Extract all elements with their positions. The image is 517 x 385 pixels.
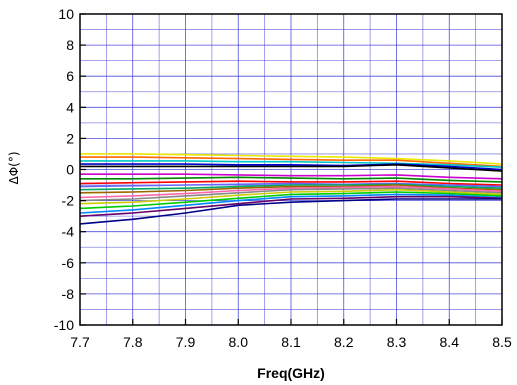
series-line-11 <box>79 184 503 194</box>
x-tick-label: 7.9 <box>176 334 196 350</box>
grid-lines <box>79 13 503 326</box>
y-tick-label: -8 <box>62 286 75 302</box>
series-line-6 <box>80 173 503 180</box>
x-tick-label: 8.3 <box>387 334 407 350</box>
y-tick-label: -10 <box>54 317 74 333</box>
x-axis-title: Freq(GHz) <box>257 365 325 381</box>
y-tick-label: 6 <box>66 68 74 84</box>
series-line-3 <box>80 160 503 168</box>
y-tick-label: 2 <box>66 130 74 146</box>
y-tick-label: 10 <box>58 6 74 22</box>
x-tick-label: 8.1 <box>281 334 301 350</box>
y-tick-label: 8 <box>66 37 74 53</box>
series-line-14 <box>79 188 503 205</box>
axis-ticks <box>79 13 503 326</box>
series-line-1 <box>80 153 503 165</box>
series-line-13 <box>79 187 503 202</box>
series-line-8 <box>79 180 503 186</box>
y-tick-label: -6 <box>62 255 75 271</box>
series-line-12 <box>79 185 503 199</box>
x-tick-label: 8.5 <box>492 334 512 350</box>
series-line-16 <box>79 193 503 214</box>
series-line-7 <box>80 176 503 183</box>
y-tick-label: -2 <box>62 193 75 209</box>
x-tick-label: 8.2 <box>334 334 354 350</box>
x-tick-label: 7.7 <box>70 334 90 350</box>
y-tick-labels: -10 -8 -6 -4 -2 0 2 4 6 8 10 <box>54 6 74 333</box>
x-tick-label: 7.8 <box>123 334 143 350</box>
series-line-5 <box>80 163 503 172</box>
series-lines <box>79 153 503 225</box>
x-tick-label: 8.0 <box>229 334 249 350</box>
y-axis-title: ΔΦ(°) <box>7 151 21 184</box>
series-line-15 <box>79 191 503 210</box>
y-tick-label: 0 <box>66 162 74 178</box>
series-line-10 <box>79 183 503 191</box>
series-line-18 <box>79 198 502 225</box>
series-line-17 <box>79 195 503 217</box>
series-line-2 <box>80 156 503 168</box>
series-line-4 <box>80 163 503 171</box>
series-line-9 <box>79 182 503 188</box>
y-tick-label: -4 <box>62 224 75 240</box>
x-tick-label: 8.4 <box>440 334 460 350</box>
x-tick-labels: 7.7 7.8 7.9 8.0 8.1 8.2 8.3 8.4 8.5 <box>70 334 512 350</box>
y-tick-label: 4 <box>66 99 74 115</box>
